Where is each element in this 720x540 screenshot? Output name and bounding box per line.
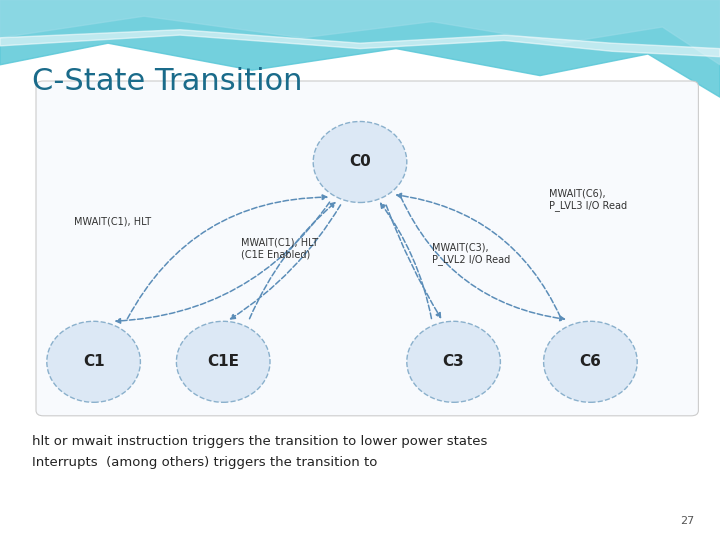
FancyArrowPatch shape (116, 202, 330, 323)
Text: C6: C6 (580, 354, 601, 369)
FancyArrowPatch shape (230, 205, 341, 319)
Text: C1: C1 (83, 354, 104, 369)
Ellipse shape (544, 321, 637, 402)
FancyArrowPatch shape (250, 202, 335, 319)
Ellipse shape (47, 321, 140, 402)
FancyArrowPatch shape (127, 195, 327, 319)
Text: MWAIT(C3),
P_LVL2 I/O Read: MWAIT(C3), P_LVL2 I/O Read (432, 242, 510, 266)
Text: Interrupts  (among others) triggers the transition to: Interrupts (among others) triggers the t… (32, 456, 382, 469)
Ellipse shape (407, 321, 500, 402)
Polygon shape (0, 0, 720, 65)
Text: hlt or mwait instruction triggers the transition to lower power states: hlt or mwait instruction triggers the tr… (32, 435, 487, 448)
Text: C3: C3 (443, 354, 464, 369)
Text: 27: 27 (680, 516, 695, 526)
FancyArrowPatch shape (397, 193, 560, 317)
Ellipse shape (176, 321, 270, 402)
Text: C0: C0 (349, 154, 371, 170)
Ellipse shape (313, 122, 407, 202)
Text: C-State Transition: C-State Transition (32, 68, 303, 97)
Text: MWAIT(C6),
P_LVL3 I/O Read: MWAIT(C6), P_LVL3 I/O Read (549, 188, 627, 212)
FancyBboxPatch shape (36, 81, 698, 416)
FancyArrowPatch shape (386, 205, 441, 318)
Text: C1E: C1E (207, 354, 239, 369)
Text: MWAIT(C1), HLT
(C1E Enabled): MWAIT(C1), HLT (C1E Enabled) (241, 237, 318, 260)
Polygon shape (0, 30, 720, 57)
FancyArrowPatch shape (401, 197, 564, 321)
Polygon shape (0, 0, 720, 97)
Text: MWAIT(C1), HLT: MWAIT(C1), HLT (74, 217, 151, 226)
FancyArrowPatch shape (381, 204, 431, 319)
